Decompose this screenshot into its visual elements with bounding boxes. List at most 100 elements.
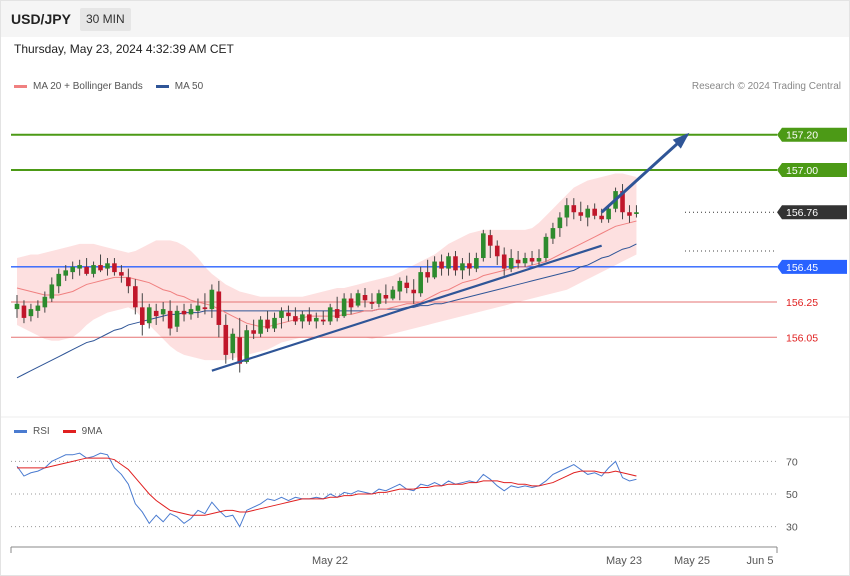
candle-body	[272, 317, 277, 329]
candle-body	[153, 310, 159, 317]
candle-body	[119, 272, 124, 276]
candle-body	[599, 215, 604, 220]
candle-body	[91, 265, 96, 274]
legend-item-bollinger: MA 20 + Bollinger Bands	[14, 81, 143, 92]
candle-body	[146, 307, 152, 324]
symbol-title: USD/JPY	[11, 11, 71, 27]
candle-body	[543, 236, 549, 259]
candle-body	[258, 319, 263, 334]
candle-body	[334, 309, 340, 318]
legend-swatch-9ma	[62, 430, 76, 433]
candle-body	[293, 316, 298, 322]
candle-body	[557, 217, 563, 229]
candle-body	[376, 293, 382, 304]
candle-body	[606, 208, 611, 220]
candle-body	[529, 258, 535, 262]
legend-swatch-rsi	[14, 430, 27, 433]
level-tag-156.76	[777, 205, 847, 220]
candle-body	[195, 305, 201, 311]
rsi-legend: RSI 9MA	[14, 426, 115, 437]
candle-body	[279, 310, 284, 318]
candle-body	[63, 270, 69, 276]
candle-body	[501, 254, 507, 269]
candle-body	[627, 212, 632, 216]
rsi-tick-30: 30	[786, 522, 798, 534]
x-label-may-22: May 22	[312, 555, 348, 567]
candle-body	[112, 263, 117, 273]
rsi-series-9MA	[17, 457, 637, 516]
candle-body	[21, 305, 27, 318]
rsi-tick-50: 50	[786, 489, 798, 501]
candle-body	[160, 309, 166, 315]
trendline	[211, 244, 602, 372]
candle-body	[425, 272, 430, 278]
candle-body	[133, 286, 138, 308]
candle-body	[390, 289, 396, 299]
candle-body	[320, 319, 326, 322]
level-tag-156.45	[777, 259, 847, 274]
candle-body	[411, 289, 417, 294]
candle-body	[327, 307, 333, 322]
candle-body	[42, 296, 48, 308]
level-tag-157.00	[777, 162, 847, 177]
candle-body	[439, 261, 444, 269]
target-arrow-head	[672, 132, 690, 149]
candle-body	[105, 263, 110, 269]
legend-item-rsi: RSI	[14, 426, 50, 437]
candle-body	[174, 310, 180, 327]
candle-body	[126, 277, 131, 287]
datetime-label: Thursday, May 23, 2024 4:32:39 AM CET	[14, 42, 234, 56]
legend-label-9ma: 9MA	[81, 426, 103, 437]
legend-swatch-bollinger	[14, 85, 27, 88]
candle-body	[487, 235, 493, 246]
candle-body	[84, 266, 89, 274]
candle-body	[341, 298, 347, 317]
candle-body	[522, 258, 528, 264]
candle-body	[404, 282, 410, 288]
candle-body	[634, 212, 639, 214]
timeframe-button[interactable]: 30 MIN	[80, 8, 131, 31]
candle-body	[453, 256, 458, 271]
candle-body	[578, 212, 584, 216]
candle-body	[494, 245, 500, 257]
candle-body	[550, 228, 556, 239]
research-credit: Research © 2024 Trading Central	[691, 81, 841, 92]
candle-body	[418, 272, 423, 294]
candle-body	[515, 259, 521, 264]
candle-body	[307, 314, 312, 322]
level-label-157.20: 157.20	[786, 130, 818, 142]
candle-body	[564, 205, 570, 218]
candle-body	[265, 319, 270, 329]
candle-body	[571, 205, 577, 213]
level-label-156.25: 156.25	[786, 297, 818, 309]
level-label-156.05: 156.05	[786, 332, 818, 344]
legend-label-rsi: RSI	[33, 426, 50, 437]
candle-body	[620, 191, 625, 213]
candle-body	[98, 265, 103, 271]
level-label-156.45: 156.45	[786, 262, 818, 274]
level-tag-157.20	[777, 127, 847, 142]
candle-body	[508, 258, 514, 269]
candle-body	[467, 263, 472, 269]
legend-label-ma50: MA 50	[174, 81, 204, 92]
candle-body	[35, 305, 41, 311]
legend-swatch-ma50	[155, 85, 169, 88]
x-label-may-23: May 23	[606, 555, 642, 567]
candle-body	[188, 309, 194, 315]
candle-body	[369, 302, 375, 304]
level-label-157.00: 157.00	[786, 165, 818, 177]
candle-body	[460, 263, 465, 271]
candle-body	[383, 295, 389, 299]
ma20-line	[16, 220, 637, 328]
candle-body	[223, 324, 229, 355]
candle-body	[592, 208, 597, 216]
candle-body	[139, 307, 145, 325]
candle-body	[300, 314, 305, 322]
rsi-series-RSI	[16, 452, 637, 528]
candle-body	[313, 317, 319, 322]
target-arrow	[600, 133, 689, 214]
candle-body	[348, 298, 354, 308]
candle-body	[237, 337, 243, 364]
candle-body	[446, 256, 451, 269]
